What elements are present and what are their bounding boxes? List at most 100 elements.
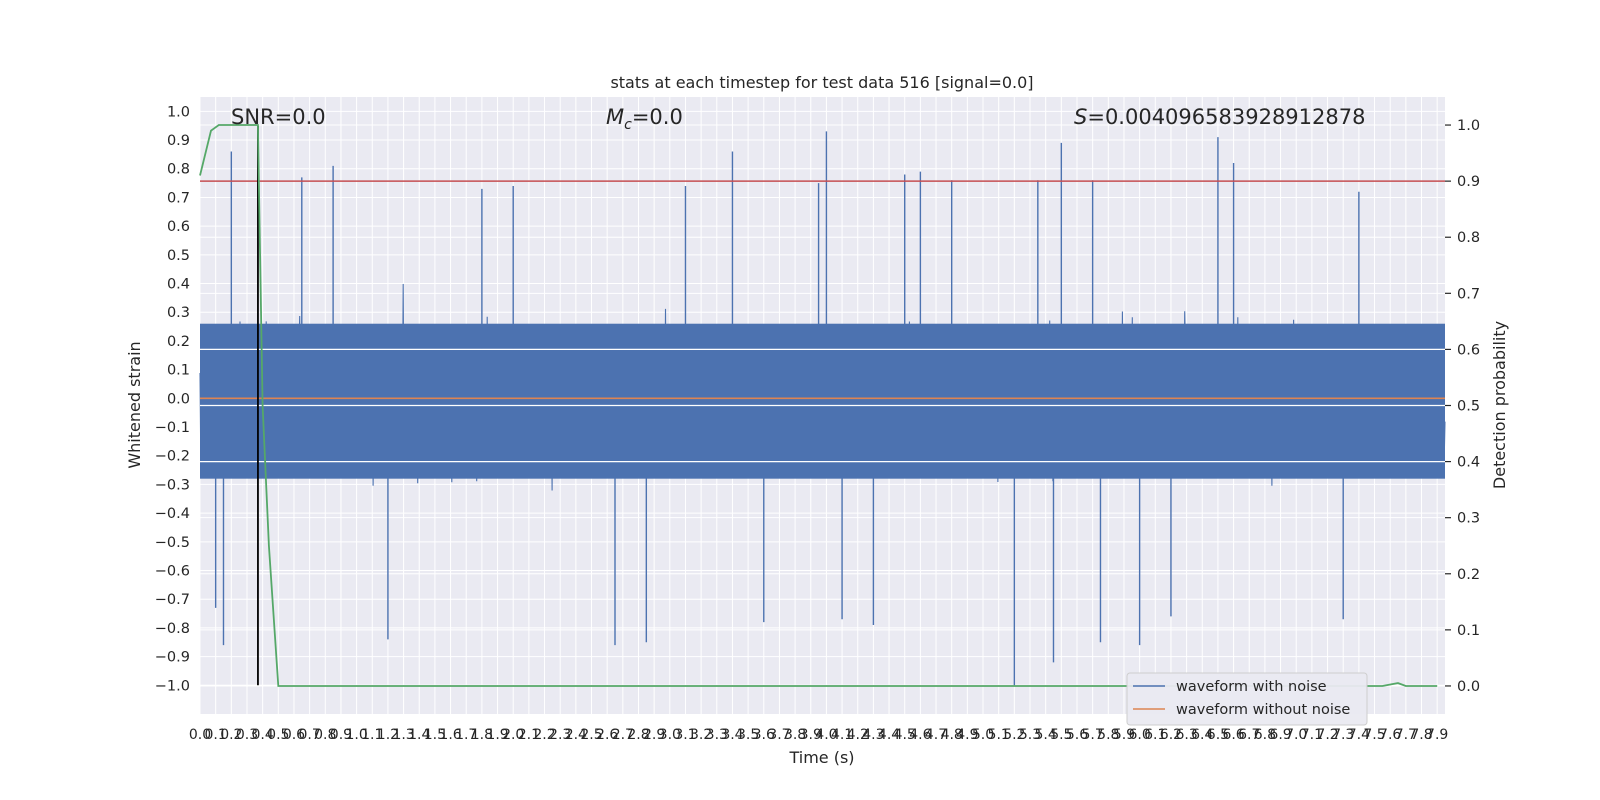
x-tick-label: 2.2 xyxy=(533,727,555,743)
x-tick-label: 7.4 xyxy=(1348,727,1370,743)
legend: waveform with noise waveform without noi… xyxy=(1126,672,1368,726)
x-tick-label: 5.2 xyxy=(1003,727,1025,743)
x-tick-label: 4.5 xyxy=(894,727,916,743)
annotation-s: S=0.004096583928912878 xyxy=(1074,105,1365,129)
y2-tick-label: 0.3 xyxy=(1457,511,1480,527)
x-tick-label: 5.4 xyxy=(1035,727,1057,743)
y2-tick-label: 0.9 xyxy=(1457,174,1480,190)
x-tick-label: 3.1 xyxy=(674,727,696,743)
y-tick-label: 0.8 xyxy=(167,162,190,178)
x-tick-label: 0.6 xyxy=(283,727,305,743)
x-tick-label: 5.3 xyxy=(1019,727,1041,743)
y-tick-label: 0.3 xyxy=(167,305,190,321)
x-tick-label: 4.7 xyxy=(925,727,947,743)
x-tick-label: 0.5 xyxy=(267,727,289,743)
series-waveform-with-noise xyxy=(199,131,1446,686)
x-axis-label: Time (s) xyxy=(788,748,854,767)
x-tick-label: 5.5 xyxy=(1050,727,1072,743)
y2-tick-label: 0.7 xyxy=(1457,286,1480,302)
x-tick-label: 5.0 xyxy=(972,727,994,743)
x-tick-label: 5.8 xyxy=(1097,727,1119,743)
x-tick-label: 0.4 xyxy=(252,727,274,743)
x-tick-label: 2.1 xyxy=(518,727,540,743)
x-tick-label: 1.3 xyxy=(392,727,414,743)
y-axis-right: 1.0 0.9 0.8 0.7 0.6 0.5 0.4 0.3 0.2 0.1 0.0 xyxy=(1445,118,1480,695)
y-tick-label: −0.9 xyxy=(155,650,190,666)
x-tick-label: 2.9 xyxy=(643,727,665,743)
x-tick-label: 4.1 xyxy=(831,727,853,743)
legend-label-clean: waveform without noise xyxy=(1176,702,1350,718)
x-axis: 0.00.10.20.30.40.50.60.70.80.91.01.11.21… xyxy=(189,727,1448,743)
x-tick-label: 5.9 xyxy=(1113,727,1135,743)
x-tick-label: 1.8 xyxy=(471,727,493,743)
y-tick-label: −0.7 xyxy=(155,592,190,608)
y-tick-label: 0.2 xyxy=(167,334,190,350)
x-tick-label: 1.0 xyxy=(345,727,367,743)
y-tick-label: −0.1 xyxy=(155,420,190,436)
x-tick-label: 2.0 xyxy=(502,727,524,743)
y2-tick-label: 0.2 xyxy=(1457,567,1480,583)
y-tick-label: −1.0 xyxy=(155,678,190,694)
y-tick-label: 0.0 xyxy=(167,391,190,407)
x-tick-label: 6.0 xyxy=(1128,727,1150,743)
x-tick-label: 4.6 xyxy=(909,727,931,743)
x-tick-label: 1.6 xyxy=(439,727,461,743)
x-tick-label: 0.3 xyxy=(236,727,258,743)
x-tick-label: 2.6 xyxy=(596,727,618,743)
x-tick-label: 6.4 xyxy=(1191,727,1213,743)
y-axis-label: Whitened strain xyxy=(125,341,144,468)
y2-tick-label: 0.4 xyxy=(1457,455,1480,471)
x-tick-label: 3.4 xyxy=(721,727,743,743)
x-tick-label: 2.8 xyxy=(627,727,649,743)
y2-tick-label: 0.1 xyxy=(1457,623,1480,639)
x-tick-label: 0.8 xyxy=(314,727,336,743)
x-tick-label: 7.6 xyxy=(1379,727,1401,743)
x-tick-label: 7.5 xyxy=(1363,727,1385,743)
x-tick-label: 7.7 xyxy=(1395,727,1417,743)
x-tick-label: 7.3 xyxy=(1332,727,1354,743)
y-tick-label: 1.0 xyxy=(167,104,190,120)
x-tick-label: 0.2 xyxy=(220,727,242,743)
x-tick-label: 6.5 xyxy=(1207,727,1229,743)
y2-tick-label: 0.5 xyxy=(1457,399,1480,415)
x-tick-label: 3.8 xyxy=(784,727,806,743)
x-tick-label: 6.2 xyxy=(1160,727,1182,743)
y2-tick-label: 0.8 xyxy=(1457,230,1480,246)
x-tick-label: 2.4 xyxy=(565,727,587,743)
y-tick-label: 0.1 xyxy=(167,363,190,379)
x-tick-label: 1.9 xyxy=(486,727,508,743)
x-tick-label: 1.2 xyxy=(377,727,399,743)
y-tick-label: 0.7 xyxy=(167,190,190,206)
y-tick-label: −0.6 xyxy=(155,564,190,580)
x-tick-label: 5.1 xyxy=(988,727,1010,743)
legend-label-noise: waveform with noise xyxy=(1176,679,1327,695)
x-tick-label: 7.2 xyxy=(1316,727,1338,743)
annotation-mc: Mc=0.0 xyxy=(606,105,683,133)
x-tick-label: 6.7 xyxy=(1238,727,1260,743)
y-tick-label: 0.9 xyxy=(167,133,190,149)
y2-axis-label: Detection probability xyxy=(1490,321,1509,489)
y-axis-left: 1.0 0.9 0.8 0.7 0.6 0.5 0.4 0.3 0.2 0.1 0.0 −0.1 −0.… xyxy=(155,104,190,694)
x-tick-label: 2.3 xyxy=(549,727,571,743)
x-tick-label: 4.4 xyxy=(878,727,900,743)
y-tick-label: −0.5 xyxy=(155,535,190,551)
y2-tick-label: 0.6 xyxy=(1457,342,1480,358)
x-tick-label: 3.5 xyxy=(737,727,759,743)
x-tick-label: 6.8 xyxy=(1254,727,1276,743)
y2-tick-label: 0.0 xyxy=(1457,679,1480,695)
x-tick-label: 7.8 xyxy=(1410,727,1432,743)
x-tick-label: 0.1 xyxy=(205,727,227,743)
x-tick-label: 7.9 xyxy=(1426,727,1448,743)
y-tick-label: −0.2 xyxy=(155,449,190,465)
x-tick-label: 0.7 xyxy=(298,727,320,743)
x-tick-label: 1.7 xyxy=(455,727,477,743)
x-tick-label: 6.6 xyxy=(1222,727,1244,743)
noise-band xyxy=(200,323,1445,479)
y-tick-label: −0.3 xyxy=(155,477,190,493)
x-tick-label: 1.1 xyxy=(361,727,383,743)
x-tick-label: 7.0 xyxy=(1285,727,1307,743)
x-tick-label: 3.9 xyxy=(800,727,822,743)
x-tick-label: 5.7 xyxy=(1082,727,1104,743)
y-tick-label: 0.4 xyxy=(167,277,190,293)
y-tick-label: 0.5 xyxy=(167,248,190,264)
